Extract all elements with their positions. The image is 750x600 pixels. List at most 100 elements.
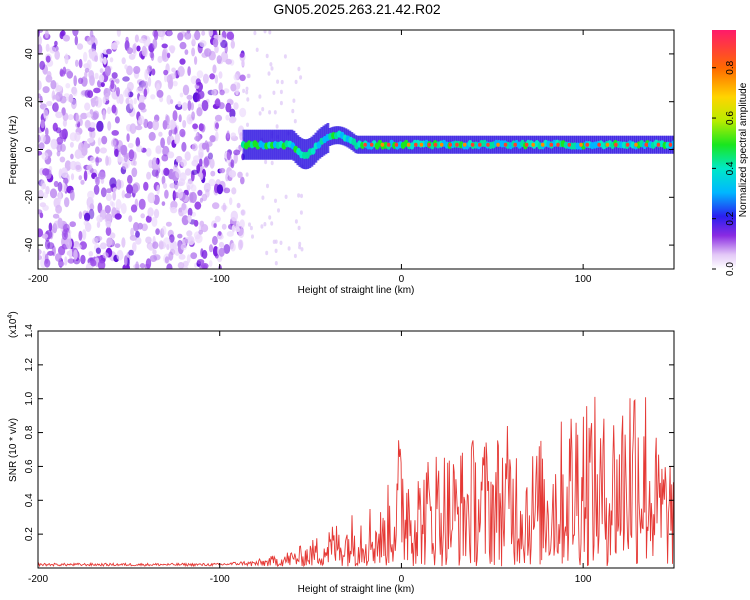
noise-blob [177,101,182,108]
signal-band-peak [462,142,467,147]
noise-blob [246,122,249,128]
noise-blob [74,149,82,160]
noise-blob [184,168,192,176]
figure-title: GN05.2025.263.21.42.R02 [273,1,441,17]
noise-blob [300,193,303,199]
noise-blob [247,73,251,79]
noise-blob [172,241,177,250]
spectrogram-x-ticks: -200 -100 0 100 [28,30,592,285]
noise-blob [72,30,79,37]
noise-blob [195,78,201,86]
signal-band-peak [486,142,490,147]
noise-blob [202,73,209,84]
noise-blob [129,98,134,110]
noise-blob [209,135,216,143]
noise-blob [241,59,245,67]
signal-band-peak [531,142,535,147]
x-tick-label: 100 [575,274,592,285]
signal-band-peak [644,142,648,147]
noise-blob [186,180,194,190]
noise-blob [109,232,116,239]
noise-blob [69,160,78,171]
noise-blob [251,234,254,239]
noise-blob [110,139,117,147]
noise-blob [89,109,94,115]
noise-blob [93,87,101,94]
noise-blob [184,49,189,55]
noise-blob [135,137,141,148]
noise-blob [68,93,74,103]
noise-blob [261,107,265,112]
noise-blob [218,33,223,43]
noise-blob [170,200,178,209]
colorbar-label: Normalized spectral amplitude [738,82,749,217]
noise-blob [126,47,133,55]
noise-blob [147,76,152,87]
noise-blob [215,122,219,129]
noise-blob [268,215,272,220]
colorbar: 0.0 0.2 0.4 0.6 0.8 Normalized spectral ampl… [712,30,749,276]
noise-blob [299,210,303,215]
noise-blob [65,83,71,89]
noise-blob [212,235,218,246]
y-tick-label: 0 [24,146,35,152]
noise-blob [292,98,296,103]
signal-band-core [310,147,316,155]
noise-blob [84,89,91,98]
noise-blob [100,82,105,88]
noise-blob [178,254,186,260]
noise-blob [122,89,130,98]
noise-blob [43,191,49,199]
noise-blob [219,89,225,96]
noise-blob [150,52,155,61]
noise-blob [188,192,194,203]
noise-blob [168,251,174,261]
noise-blob [111,201,115,209]
noise-blob [145,258,152,269]
noise-blob [177,262,185,269]
noise-blob [39,212,44,219]
noise-blob [229,108,236,119]
noise-blob [190,252,198,260]
noise-blob [135,125,143,131]
noise-blob [158,30,163,37]
noise-blob [54,40,58,47]
noise-blob [136,145,143,153]
noise-blob [157,55,163,64]
noise-blob [110,79,115,90]
noise-blob [38,93,41,99]
noise-blob [38,80,42,91]
noise-blob [99,147,107,154]
noise-blob [95,146,100,154]
noise-blob [62,119,67,127]
noise-blob [60,30,66,37]
noise-blob [279,100,283,106]
noise-blob [116,249,124,261]
noise-blob [148,131,156,141]
noise-blob [274,248,278,253]
noise-blob [219,167,226,174]
noise-blob [90,129,96,139]
noise-blob [106,188,112,194]
noise-blob [248,222,251,227]
noise-blob [191,47,196,57]
noise-blob [215,98,221,107]
noise-blob [58,261,65,267]
noise-blob [233,73,239,81]
noise-blob [68,248,73,259]
noise-blob [53,180,59,188]
noise-blob [122,76,130,82]
signal-band-peak [394,142,399,147]
noise-blob [294,219,298,224]
noise-blob [97,260,106,269]
noise-blob [121,57,126,65]
noise-blob [261,195,265,200]
noise-blob [133,160,137,166]
noise-blob [204,48,212,57]
snr-panel: -200 -100 0 100 0.2 0.4 0.6 0.8 1.0 1.2 1.4 Heigh… [7,311,675,595]
noise-blob [258,94,262,99]
noise-blob [151,168,159,177]
noise-blob [284,194,288,199]
y-tick-label: -40 [24,237,35,252]
noise-blob [105,193,112,202]
